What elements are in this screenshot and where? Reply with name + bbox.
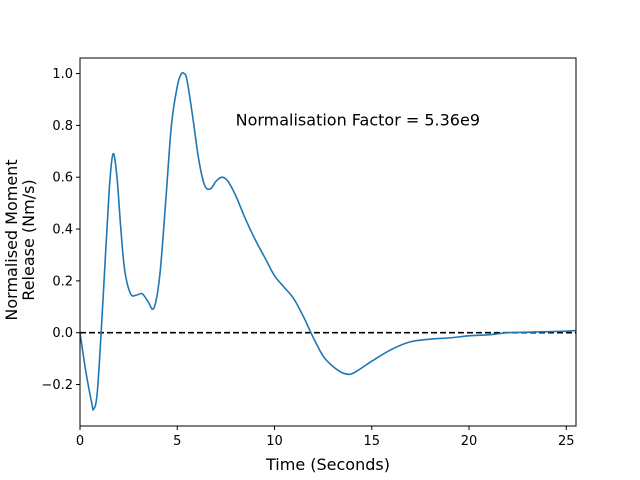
x-tick-label: 15 bbox=[363, 434, 380, 449]
y-tick-label: 1.0 bbox=[52, 67, 73, 82]
series-line-0 bbox=[79, 71, 577, 411]
y-tick-label: 0.2 bbox=[52, 274, 73, 289]
y-axis-ticks: −0.2 0.0 0.2 0.4 0.6 0.8 1.0 bbox=[41, 67, 80, 393]
y-tick-label: −0.2 bbox=[41, 378, 73, 393]
x-tick-label: 20 bbox=[461, 434, 478, 449]
y-axis-label-line-1: Normalised Moment bbox=[2, 159, 21, 320]
x-tick-label: 0 bbox=[76, 434, 84, 449]
y-tick-label: 0.4 bbox=[52, 223, 73, 238]
x-tick-label: 5 bbox=[173, 434, 181, 449]
y-tick-label: 0.8 bbox=[52, 119, 73, 134]
plot-area bbox=[79, 71, 577, 411]
y-axis-label-line-2: Release (Nm/s) bbox=[19, 179, 38, 300]
normalisation-annotation: Normalisation Factor = 5.36e9 bbox=[236, 110, 480, 129]
y-axis-label: Normalised Moment Release (Nm/s) bbox=[2, 159, 38, 320]
axes-frame bbox=[79, 57, 577, 427]
y-tick-label: 0.6 bbox=[52, 171, 73, 186]
x-tick-label: 10 bbox=[266, 434, 283, 449]
x-tick-label: 25 bbox=[558, 434, 575, 449]
y-tick-label: 0.0 bbox=[52, 326, 73, 341]
x-axis-ticks: 0 5 10 15 20 25 bbox=[76, 426, 575, 449]
x-axis-label: Time (Seconds) bbox=[265, 455, 390, 474]
